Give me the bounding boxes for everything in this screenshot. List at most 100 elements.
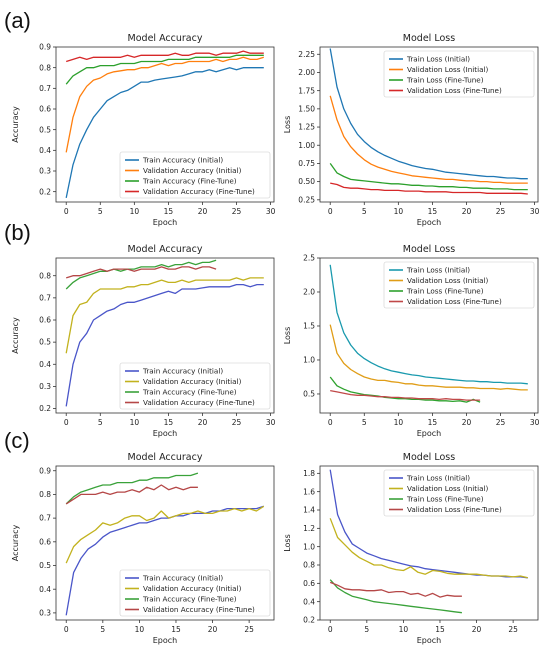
x-tick-label: 5 [98, 418, 103, 427]
x-tick-label: 10 [135, 625, 145, 634]
series-line-4 [65, 484, 198, 505]
y-tick-label: 0.6 [39, 316, 51, 325]
legend: Train Accuracy (Initial)Validation Accur… [119, 569, 271, 617]
x-tick-label: 0 [328, 207, 333, 216]
series-line-3 [65, 472, 199, 505]
y-tick-label: 0.8 [303, 561, 315, 570]
y-tick-label: 0.6 [39, 105, 51, 114]
chart-title: Model Accuracy [128, 244, 203, 255]
y-tick-label: 1.75 [298, 86, 315, 95]
x-axis-label: Epoch [417, 636, 442, 645]
panel-labels: (a) (b) (c) [4, 8, 31, 453]
legend-entry: Validation Accuracy (Initial) [143, 166, 242, 175]
legend-entry: Validation Loss (Initial) [407, 65, 489, 74]
x-tick-label: 30 [530, 418, 540, 427]
x-tick-label: 15 [164, 418, 174, 427]
y-axis-label: Accuracy [11, 317, 20, 354]
series-line-2 [65, 56, 264, 153]
legend-entry: Train Loss (Initial) [406, 474, 470, 483]
chart-title: Model Accuracy [128, 452, 203, 463]
series-line-1 [329, 48, 528, 180]
legend-entry: Validation Loss (Initial) [407, 484, 489, 493]
plot-frame [55, 465, 275, 621]
legend-entry: Train Loss (Fine-Tune) [406, 495, 484, 504]
y-tick-label: 1.50 [298, 104, 315, 113]
legend-box [383, 261, 535, 309]
legend-entry: Train Accuracy (Initial) [142, 367, 223, 376]
x-tick-label: 0 [64, 207, 69, 216]
x-tick-label: 20 [472, 625, 482, 634]
x-tick-label: 20 [462, 418, 472, 427]
x-tick-label: 30 [530, 207, 540, 216]
x-tick-label: 5 [364, 625, 369, 634]
x-axis-label: Epoch [153, 636, 178, 645]
y-tick-label: 0.8 [39, 63, 51, 72]
legend: Train Loss (Initial)Validation Loss (Ini… [383, 261, 535, 309]
legend: Train Loss (Initial)Validation Loss (Ini… [383, 50, 535, 98]
panel-label: (b) [4, 220, 31, 245]
series-line-2 [329, 95, 528, 184]
y-tick-label: 0.4 [39, 585, 51, 594]
y-tick-label: 0.8 [39, 271, 51, 280]
y-tick-label: 0.5 [303, 390, 315, 399]
legend-entry: Train Loss (Initial) [406, 266, 470, 275]
y-tick-label: 1.2 [303, 524, 315, 533]
x-tick-label: 10 [394, 418, 404, 427]
legend-box [383, 50, 535, 98]
x-tick-label: 25 [232, 418, 242, 427]
y-tick-label: 0.7 [39, 293, 51, 302]
legend-entry: Validation Accuracy (Initial) [143, 377, 242, 386]
y-axis-label: Loss [283, 116, 292, 134]
x-tick-label: 5 [362, 207, 367, 216]
x-axis-label: Epoch [153, 429, 178, 438]
y-tick-label: 1.4 [303, 506, 315, 515]
series-line-3 [65, 259, 217, 290]
series-line-4 [65, 266, 217, 279]
panel-label: (c) [4, 428, 30, 453]
y-tick-label: 0.2 [303, 616, 315, 625]
legend-entry: Train Loss (Fine-Tune) [406, 76, 484, 85]
plot-frame [55, 257, 275, 414]
chart-4: Model Loss 0 5 10 15 20 25 30 0.5 1.0 1.5 2.0 2.5 Epo… [283, 244, 540, 438]
y-tick-label: 1.6 [303, 487, 315, 496]
legend-entry: Train Accuracy (Initial) [142, 156, 223, 165]
x-tick-label: 10 [399, 625, 409, 634]
legend-entry: Validation Loss (Fine-Tune) [407, 297, 502, 306]
y-tick-label: 1.00 [298, 141, 315, 150]
plot-frame [319, 465, 539, 621]
y-tick-label: 2.25 [298, 50, 315, 59]
y-tick-label: 0.6 [39, 537, 51, 546]
charts: Model Accuracy 0 5 10 15 20 25 30 0.2 0.3 0.4 0.5 0.… [11, 33, 540, 645]
y-tick-label: 2.00 [298, 68, 315, 77]
series-line-3 [329, 579, 462, 614]
y-tick-label: 0.3 [39, 608, 51, 617]
legend-entry: Validation Accuracy (Initial) [143, 584, 242, 593]
chart-title: Model Loss [403, 452, 455, 463]
x-tick-label: 20 [208, 625, 218, 634]
legend: Train Accuracy (Initial)Validation Accur… [119, 362, 271, 410]
chart-3: Model Accuracy 0 5 10 15 20 25 30 0.2 0.3 0.4 0.5 0.… [11, 244, 276, 438]
x-tick-label: 0 [64, 418, 69, 427]
plot-frame [319, 257, 539, 414]
x-tick-label: 10 [394, 207, 404, 216]
y-tick-label: 0.7 [39, 514, 51, 523]
x-tick-label: 25 [496, 207, 506, 216]
chart-2: Model Loss 0 5 10 15 20 25 30 0.25 0.50 0.75 1.00 1.… [283, 33, 540, 227]
series-line-4 [329, 581, 462, 598]
legend-box [119, 569, 271, 617]
series-line-3 [329, 376, 481, 403]
x-tick-label: 0 [328, 625, 333, 634]
x-tick-label: 25 [232, 207, 242, 216]
series-line-2 [329, 518, 528, 579]
chart-6: Model Loss 0 5 10 15 20 25 0.2 0.4 0.6 0.8 1.0 1.2 1.… [283, 452, 539, 645]
y-tick-label: 0.3 [39, 167, 51, 176]
series-line-3 [329, 163, 528, 191]
y-tick-label: 0.5 [39, 561, 51, 570]
y-tick-label: 0.6 [303, 579, 315, 588]
legend-entry: Validation Accuracy (Fine-Tune) [143, 187, 255, 196]
legend-entry: Train Accuracy (Fine-Tune) [142, 595, 237, 604]
series-line-1 [329, 264, 528, 385]
y-tick-label: 0.5 [39, 125, 51, 134]
legend: Train Loss (Initial)Validation Loss (Ini… [383, 469, 535, 517]
x-tick-label: 10 [130, 207, 140, 216]
